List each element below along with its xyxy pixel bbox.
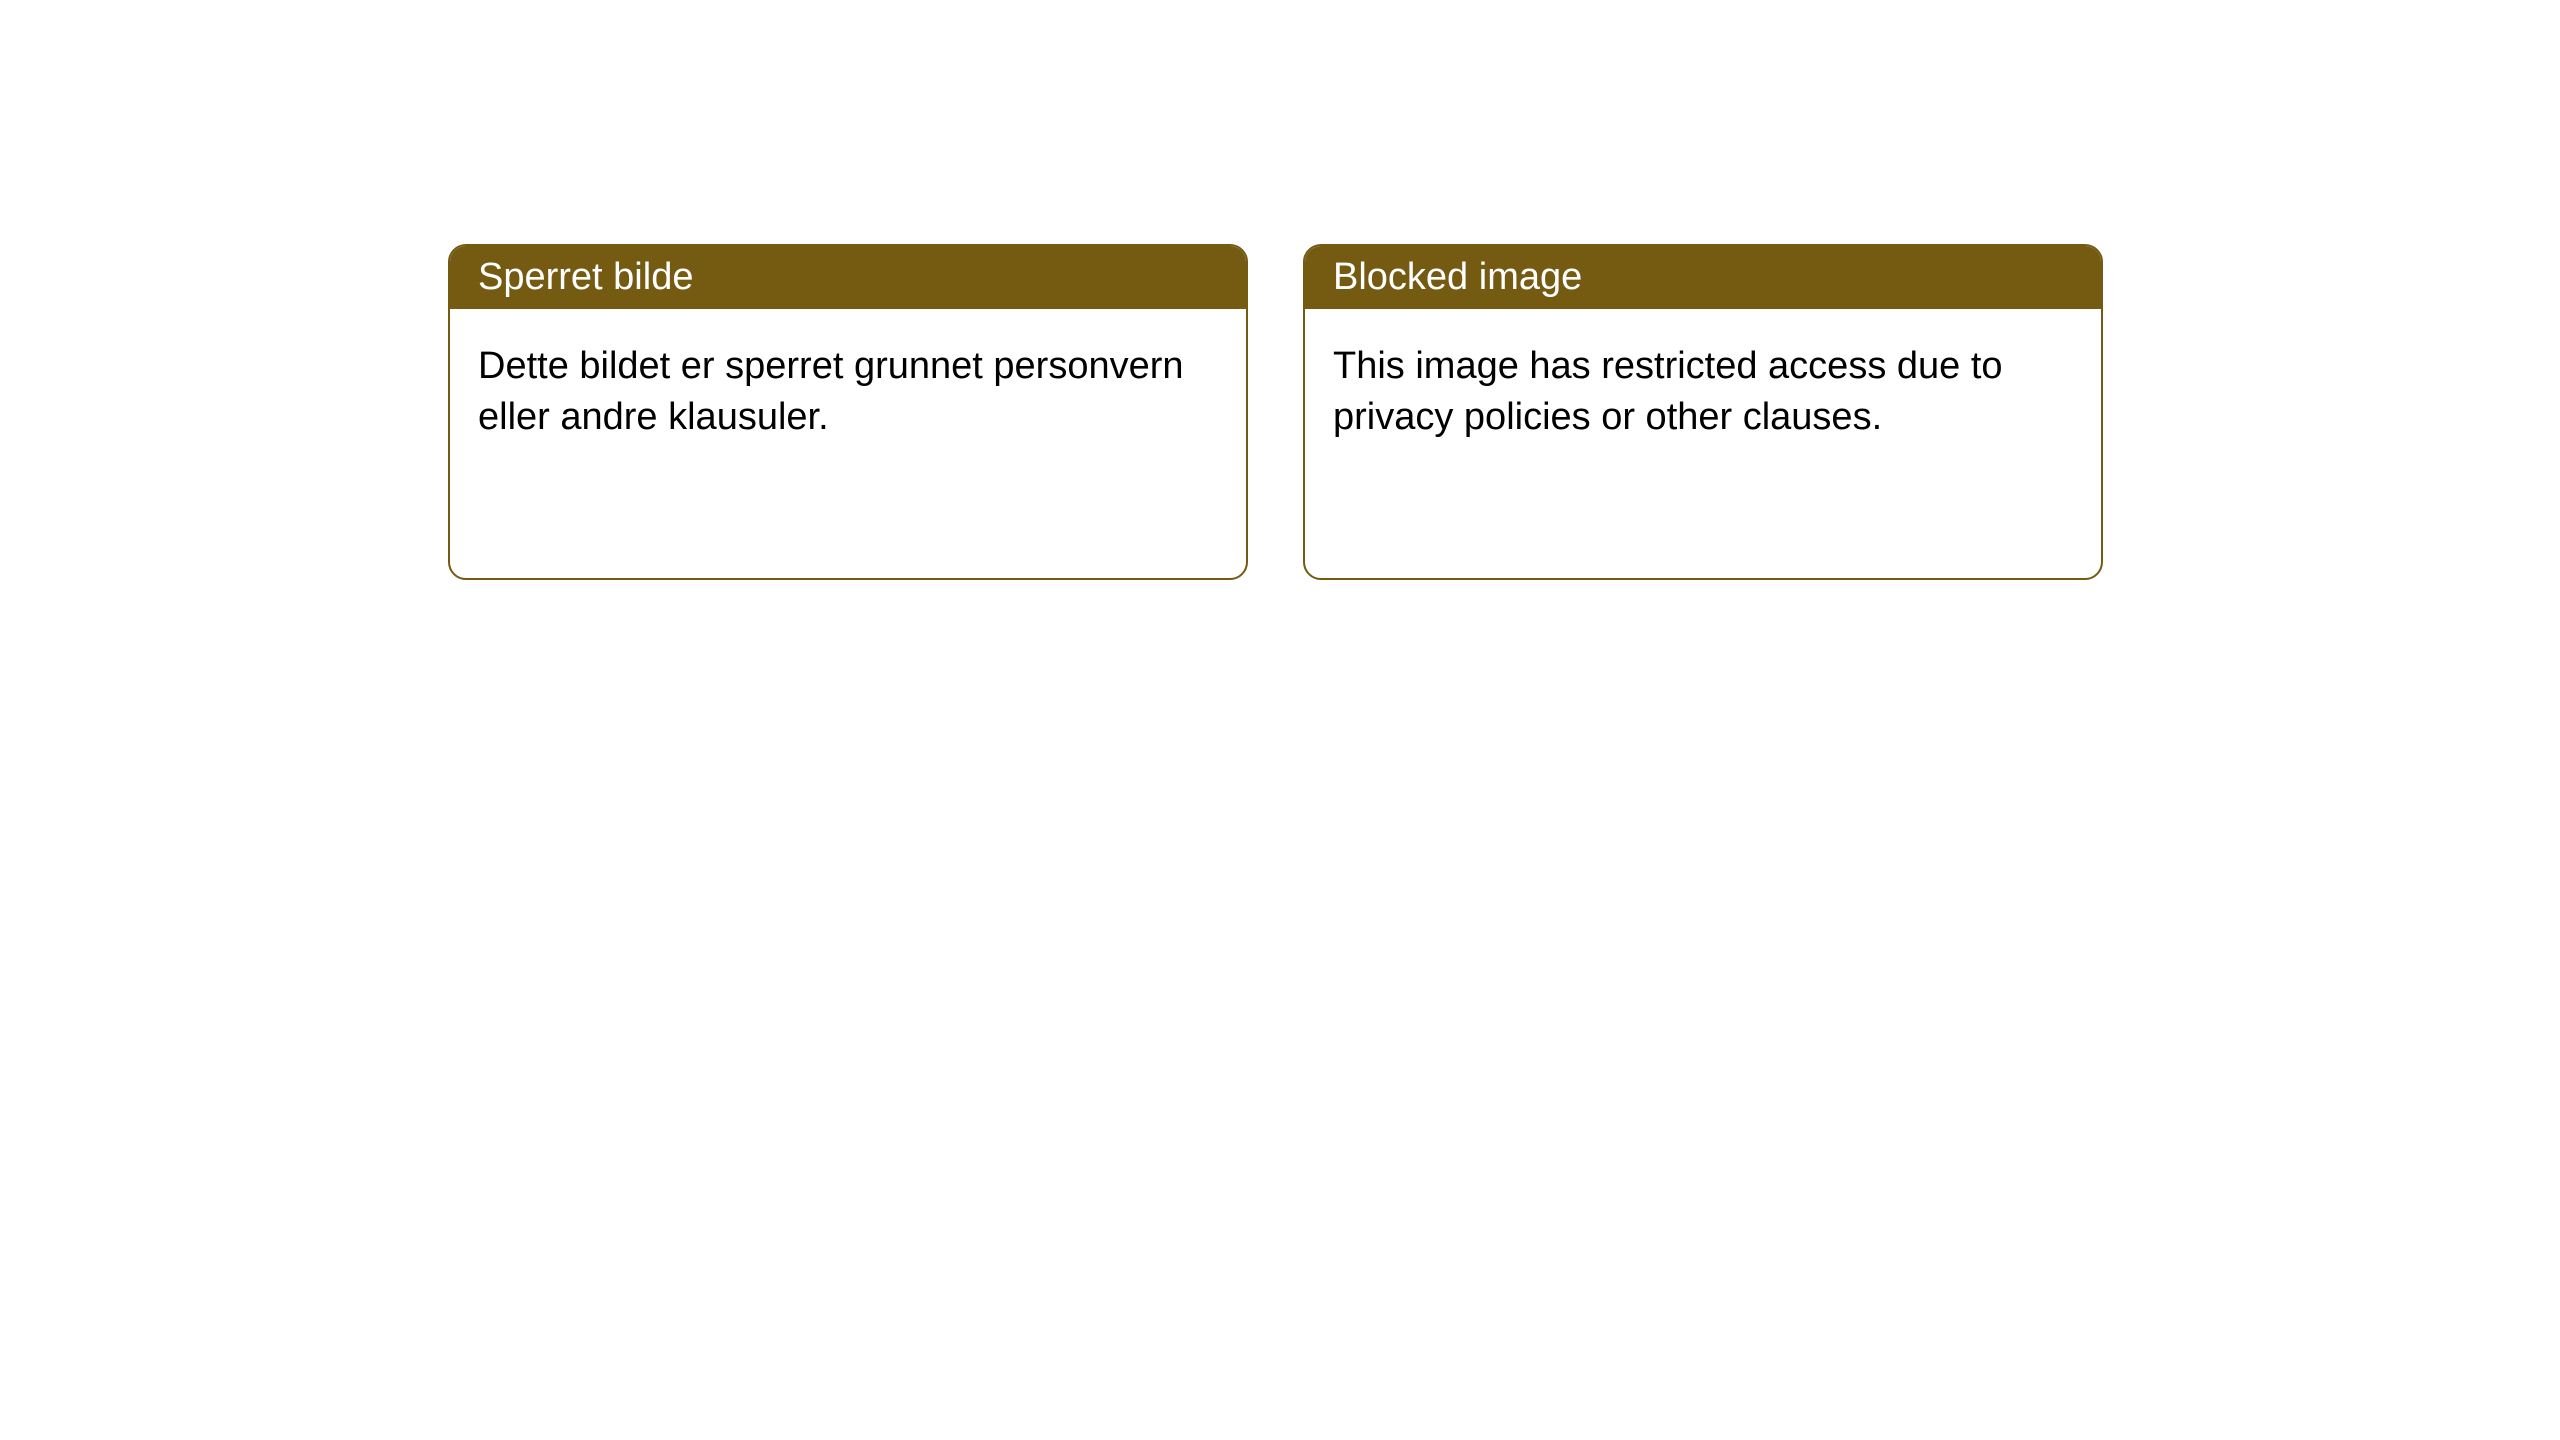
- notice-container: Sperret bilde Dette bildet er sperret gr…: [448, 244, 2103, 580]
- notice-card-english: Blocked image This image has restricted …: [1303, 244, 2103, 580]
- card-title: Blocked image: [1333, 256, 1582, 298]
- card-body: This image has restricted access due to …: [1305, 309, 2101, 476]
- card-message: Dette bildet er sperret grunnet personve…: [478, 345, 1184, 438]
- card-title: Sperret bilde: [478, 256, 693, 298]
- card-message: This image has restricted access due to …: [1333, 345, 2003, 438]
- card-header: Sperret bilde: [450, 246, 1246, 309]
- card-body: Dette bildet er sperret grunnet personve…: [450, 309, 1246, 476]
- notice-card-norwegian: Sperret bilde Dette bildet er sperret gr…: [448, 244, 1248, 580]
- card-header: Blocked image: [1305, 246, 2101, 309]
